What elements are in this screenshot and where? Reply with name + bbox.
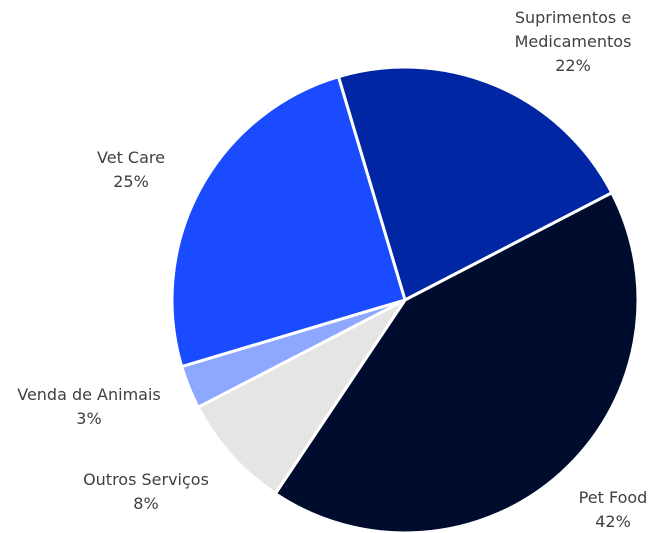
category-label: Venda de Animais <box>17 385 161 404</box>
category-label: Vet Care <box>97 148 165 167</box>
value-label: 22% <box>555 56 591 75</box>
category-label: Pet Food <box>578 488 648 507</box>
category-label: Suprimentos e Medicamentos <box>514 8 632 51</box>
pie-slice <box>196 298 407 496</box>
slice-label: Venda de Animais 3% <box>0 383 179 431</box>
value-label: 42% <box>595 512 631 531</box>
pie-slice <box>273 190 640 533</box>
slice-label: Suprimentos e Medicamentos 22% <box>508 6 638 78</box>
pie-slice <box>170 74 407 369</box>
value-label: 3% <box>76 409 102 428</box>
slice-label: Vet Care 25% <box>71 146 191 194</box>
slice-label: Pet Food 42% <box>553 486 660 533</box>
slice-label: Outros Serviços 8% <box>66 468 226 516</box>
category-label: Outros Serviços <box>83 470 209 489</box>
pie-slice <box>336 65 614 303</box>
value-label: 25% <box>113 172 149 191</box>
value-label: 8% <box>133 494 159 513</box>
